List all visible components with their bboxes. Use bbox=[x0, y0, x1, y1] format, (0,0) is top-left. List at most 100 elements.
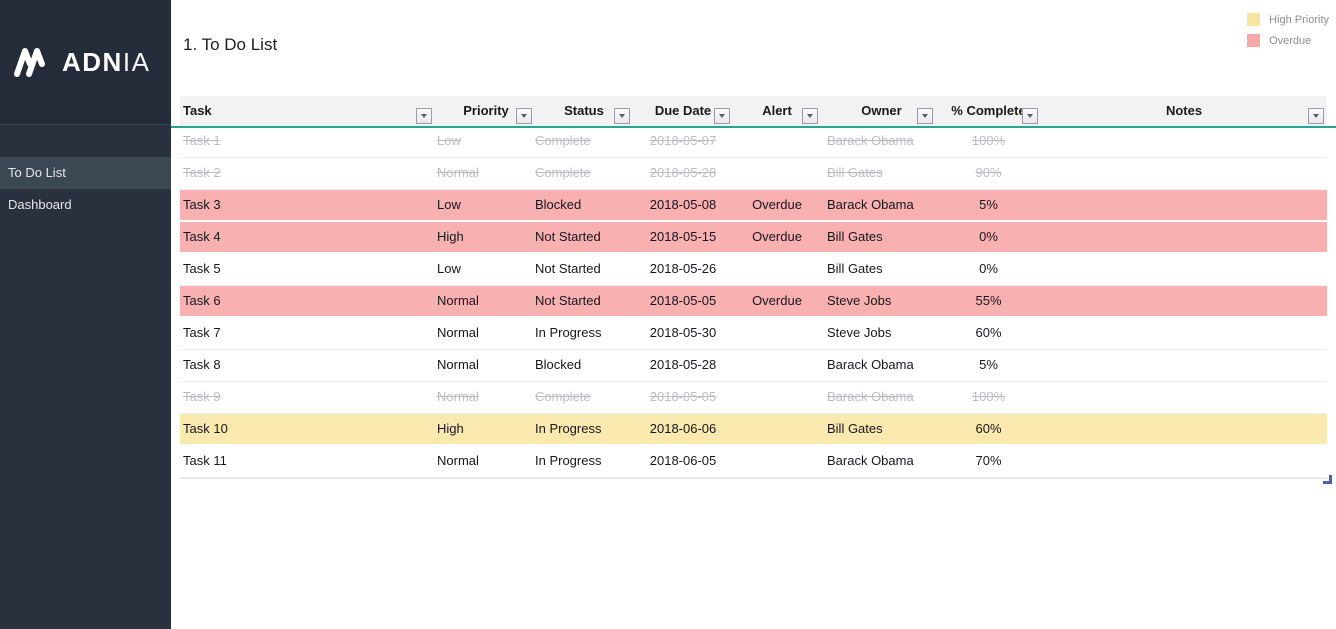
table-row[interactable]: Task 7 Normal In Progress 2018-05-30 Steve J… bbox=[180, 318, 1327, 350]
cell-status[interactable]: Not Started bbox=[535, 261, 601, 276]
cell-complete[interactable]: 0% bbox=[979, 261, 998, 276]
cell-alert[interactable] bbox=[733, 126, 821, 157]
table-row[interactable]: Task 4 High Not Started 2018-05-15 Overdue Bi… bbox=[180, 222, 1327, 254]
cell-due[interactable]: 2018-05-30 bbox=[649, 325, 717, 340]
cell-due[interactable]: 2018-05-15 bbox=[649, 229, 717, 244]
cell-status[interactable]: Complete bbox=[535, 165, 591, 180]
cell-task[interactable]: Task 9 bbox=[183, 389, 221, 404]
cell-priority[interactable]: High bbox=[437, 421, 464, 436]
cell-priority[interactable]: Low bbox=[437, 133, 461, 148]
cell-complete[interactable]: 100% bbox=[971, 133, 1006, 148]
cell-alert[interactable] bbox=[733, 350, 821, 381]
table-resize-handle[interactable] bbox=[1323, 475, 1332, 484]
cell-task[interactable]: Task 7 bbox=[183, 325, 221, 340]
cell-due[interactable]: 2018-06-06 bbox=[649, 421, 717, 436]
cell-priority[interactable]: Normal bbox=[437, 389, 479, 404]
sidebar-item-dashboard[interactable]: Dashboard bbox=[8, 197, 72, 212]
filter-button-priority[interactable] bbox=[516, 108, 532, 124]
cell-complete[interactable]: 70% bbox=[975, 453, 1002, 468]
cell-priority[interactable]: High bbox=[437, 229, 464, 244]
cell-alert[interactable]: Overdue bbox=[752, 293, 802, 308]
cell-alert[interactable] bbox=[733, 158, 821, 189]
table-row[interactable]: Task 5 Low Not Started 2018-05-26 Bill Gates… bbox=[180, 254, 1327, 286]
cell-priority[interactable]: Normal bbox=[437, 453, 479, 468]
cell-alert[interactable] bbox=[733, 254, 821, 285]
cell-task[interactable]: Task 4 bbox=[183, 229, 221, 244]
cell-complete[interactable]: 0% bbox=[979, 229, 998, 244]
cell-alert[interactable] bbox=[733, 318, 821, 349]
filter-button-notes[interactable] bbox=[1308, 108, 1324, 124]
cell-owner[interactable]: Steve Jobs bbox=[827, 293, 892, 308]
table-row[interactable]: Task 11 Normal In Progress 2018-06-05 Barack… bbox=[180, 446, 1327, 478]
cell-task[interactable]: Task 11 bbox=[183, 453, 227, 468]
cell-complete[interactable]: 55% bbox=[975, 293, 1002, 308]
cell-notes[interactable] bbox=[1041, 190, 1327, 220]
cell-priority[interactable]: Normal bbox=[437, 165, 479, 180]
cell-notes[interactable] bbox=[1041, 222, 1327, 252]
cell-notes[interactable] bbox=[1041, 126, 1327, 157]
cell-status[interactable]: In Progress bbox=[535, 325, 602, 340]
cell-complete[interactable]: 90% bbox=[975, 165, 1002, 180]
filter-button-due[interactable] bbox=[714, 108, 730, 124]
cell-owner[interactable]: Barack Obama bbox=[827, 197, 914, 212]
cell-priority[interactable]: Low bbox=[437, 197, 461, 212]
cell-status[interactable]: In Progress bbox=[535, 453, 602, 468]
cell-task[interactable]: Task 8 bbox=[183, 357, 221, 372]
cell-priority[interactable]: Normal bbox=[437, 357, 479, 372]
filter-button-owner[interactable] bbox=[917, 108, 933, 124]
table-row[interactable]: Task 6 Normal Not Started 2018-05-05 Overdue… bbox=[180, 286, 1327, 318]
cell-notes[interactable] bbox=[1041, 286, 1327, 316]
cell-status[interactable]: Not Started bbox=[535, 229, 601, 244]
cell-alert[interactable]: Overdue bbox=[752, 197, 802, 212]
cell-task[interactable]: Task 3 bbox=[183, 197, 221, 212]
cell-alert[interactable] bbox=[733, 446, 821, 477]
cell-task[interactable]: Task 6 bbox=[183, 293, 221, 308]
filter-button-alert[interactable] bbox=[802, 108, 818, 124]
cell-task[interactable]: Task 10 bbox=[183, 421, 228, 436]
cell-priority[interactable]: Normal bbox=[437, 293, 479, 308]
cell-priority[interactable]: Low bbox=[437, 261, 461, 276]
cell-due[interactable]: 2018-05-07 bbox=[649, 133, 717, 148]
table-row[interactable]: Task 9 Normal Complete 2018-05-05 Barack Oba… bbox=[180, 382, 1327, 414]
cell-complete[interactable]: 60% bbox=[975, 325, 1002, 340]
cell-due[interactable]: 2018-05-05 bbox=[649, 389, 717, 404]
cell-status[interactable]: Complete bbox=[535, 389, 591, 404]
cell-notes[interactable] bbox=[1041, 318, 1327, 349]
table-row[interactable]: Task 1 Low Complete 2018-05-07 Barack Obama 1… bbox=[180, 126, 1327, 158]
cell-alert[interactable]: Overdue bbox=[752, 229, 802, 244]
cell-owner[interactable]: Barack Obama bbox=[827, 453, 914, 468]
cell-owner[interactable]: Barack Obama bbox=[827, 357, 914, 372]
sidebar-item-todo-list[interactable]: To Do List bbox=[0, 157, 171, 189]
cell-status[interactable]: Not Started bbox=[535, 293, 601, 308]
cell-due[interactable]: 2018-06-05 bbox=[649, 453, 717, 468]
table-row[interactable]: Task 10 High In Progress 2018-06-06 Bill Gat… bbox=[180, 414, 1327, 446]
cell-task[interactable]: Task 5 bbox=[183, 261, 221, 276]
cell-task[interactable]: Task 1 bbox=[183, 133, 221, 148]
cell-owner[interactable]: Barack Obama bbox=[827, 133, 914, 148]
cell-due[interactable]: 2018-05-28 bbox=[649, 165, 717, 180]
cell-owner[interactable]: Bill Gates bbox=[827, 229, 883, 244]
cell-owner[interactable]: Steve Jobs bbox=[827, 325, 892, 340]
cell-owner[interactable]: Bill Gates bbox=[827, 165, 883, 180]
filter-button-complete[interactable] bbox=[1022, 108, 1038, 124]
cell-due[interactable]: 2018-05-08 bbox=[649, 197, 717, 212]
cell-due[interactable]: 2018-05-26 bbox=[649, 261, 717, 276]
table-row[interactable]: Task 3 Low Blocked 2018-05-08 Overdue Barack … bbox=[180, 190, 1327, 222]
cell-notes[interactable] bbox=[1041, 446, 1327, 477]
cell-complete[interactable]: 100% bbox=[971, 389, 1006, 404]
cell-owner[interactable]: Barack Obama bbox=[827, 389, 914, 404]
cell-notes[interactable] bbox=[1041, 350, 1327, 381]
cell-notes[interactable] bbox=[1041, 254, 1327, 285]
cell-status[interactable]: Blocked bbox=[535, 357, 582, 372]
cell-priority[interactable]: Normal bbox=[437, 325, 479, 340]
cell-complete[interactable]: 60% bbox=[975, 421, 1002, 436]
cell-complete[interactable]: 5% bbox=[979, 197, 998, 212]
cell-status[interactable]: In Progress bbox=[535, 421, 602, 436]
cell-task[interactable]: Task 2 bbox=[183, 165, 221, 180]
cell-alert[interactable] bbox=[733, 414, 821, 444]
cell-status[interactable]: Blocked bbox=[535, 197, 582, 212]
cell-status[interactable]: Complete bbox=[535, 133, 591, 148]
table-row[interactable]: Task 8 Normal Blocked 2018-05-28 Barack Obam… bbox=[180, 350, 1327, 382]
table-row[interactable]: Task 2 Normal Complete 2018-05-28 Bill Gates… bbox=[180, 158, 1327, 190]
cell-complete[interactable]: 5% bbox=[979, 357, 998, 372]
